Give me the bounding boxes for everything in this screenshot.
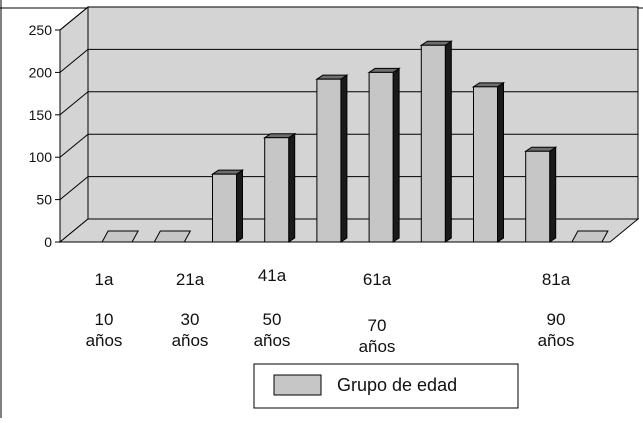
y-axis-tick-labels: 0 50 100 150 200 250 (29, 22, 53, 250)
bar-5 (368, 71, 394, 243)
bar-side-7 (497, 81, 504, 243)
bar-empty-0 (101, 230, 139, 243)
bar-empty-9 (571, 230, 609, 243)
x-axis-category-labels: 1a 10 años 21a 30 años 41a 50 años 61a 70 años 81a 90… (86, 266, 575, 356)
legend-swatch (273, 374, 322, 396)
gridline-side-250 (59, 6, 89, 31)
bar-3 (264, 137, 290, 243)
bar-side-6 (444, 40, 452, 243)
side-wall (59, 5, 89, 244)
bar-7 (473, 86, 498, 243)
bar-top-8 (524, 146, 558, 152)
category-label-unit: años (86, 331, 123, 350)
bar-top-6 (419, 40, 453, 46)
category-label-top: 21a (176, 270, 205, 289)
bar-side-5 (392, 67, 400, 243)
bar-side-8 (549, 146, 557, 243)
category-label-top: 1a (95, 270, 114, 289)
bar-side-2 (236, 169, 243, 243)
bar-empty-1 (153, 230, 192, 243)
y-tick-label: 150 (29, 107, 53, 123)
gridline-side-200 (59, 49, 89, 73)
category-label-top: 61a (363, 270, 392, 289)
category-label-bottom: 10 (95, 310, 114, 329)
y-tick-label: 50 (36, 192, 52, 208)
bar-4 (316, 78, 342, 243)
legend: Grupo de edad (253, 363, 519, 409)
category-label-bottom: 90 (547, 310, 566, 329)
gridline-side-100 (59, 133, 89, 158)
bars (101, 40, 609, 243)
y-tick-label: 0 (44, 234, 52, 250)
gridline-side-150 (59, 91, 89, 116)
bar-top-7 (471, 82, 506, 88)
y-tick-label: 200 (29, 64, 53, 80)
category-label-bottom: 30 (181, 310, 200, 329)
category-label-top: 41a (258, 266, 287, 285)
bar-top-3 (263, 133, 297, 139)
category-label-bottom: 70 (368, 316, 387, 335)
y-tick-label: 100 (29, 149, 53, 165)
category-label-bottom: 50 (263, 310, 282, 329)
category-label-unit: años (172, 331, 209, 350)
category-label-unit: años (538, 331, 575, 350)
bar-top-4 (315, 74, 349, 80)
y-tick-label: 250 (29, 22, 53, 38)
bar-side-3 (288, 132, 296, 243)
bar-top-2 (210, 169, 245, 175)
bar-2 (212, 173, 237, 243)
bar-8 (525, 150, 551, 243)
bar-side-4 (340, 74, 348, 243)
category-label-top: 81a (542, 270, 571, 289)
bar-top-5 (367, 67, 401, 73)
bar-6 (420, 44, 446, 243)
legend-label: Grupo de edad (337, 375, 457, 395)
category-label-unit: años (254, 331, 291, 350)
category-label-unit: años (359, 337, 396, 356)
gridline-side-50 (59, 176, 89, 200)
